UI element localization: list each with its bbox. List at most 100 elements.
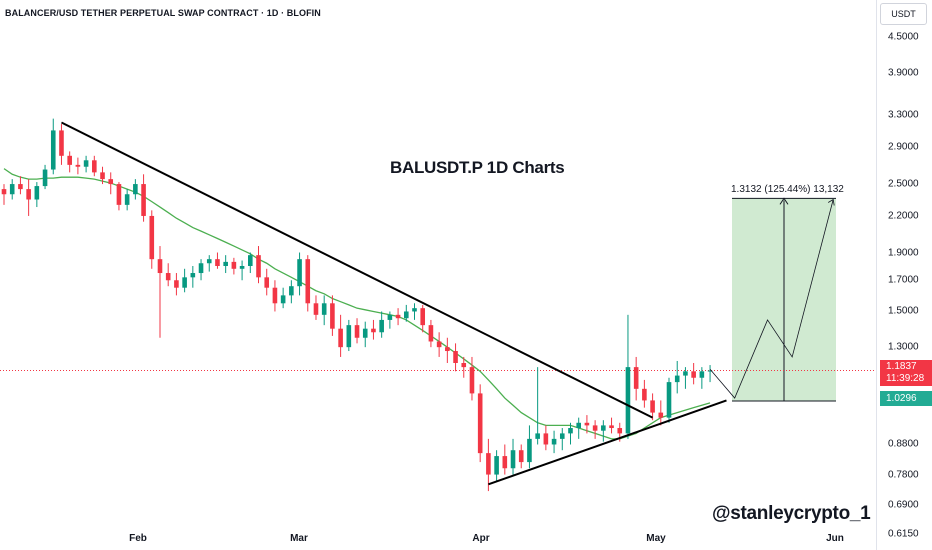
price-tick-label: 0.8800 (888, 438, 919, 450)
candle-body (362, 328, 368, 338)
watermark-text: @stanleycrypto_1 (712, 503, 871, 524)
candle-body (412, 308, 417, 312)
time-tick-label: Mar (290, 533, 308, 544)
candle-body (280, 295, 286, 304)
last-price-value: 1.1837 (886, 361, 917, 372)
price-tick-label: 0.6900 (888, 499, 919, 511)
candle-body (601, 425, 606, 431)
candle-body (387, 314, 393, 320)
candle-body (576, 422, 581, 429)
candle-body (625, 367, 631, 434)
candle-body (691, 371, 696, 378)
time-tick-label: May (646, 533, 666, 544)
candle-body (650, 400, 655, 413)
candle-body (559, 433, 565, 439)
candle-body (584, 422, 590, 426)
candle-body (609, 425, 614, 429)
candle-body (305, 259, 311, 304)
candle-body (551, 438, 557, 445)
candle-body (297, 259, 302, 287)
candle-body (1, 189, 7, 195)
price-tick-label: 1.7000 (888, 274, 919, 286)
price-tick-label: 1.9000 (888, 247, 919, 258)
candle-body (9, 184, 15, 195)
candle-body (174, 280, 179, 288)
candle-body (658, 412, 664, 418)
price-tick-label: 4.5000 (888, 31, 919, 43)
candle-body (75, 164, 81, 167)
candle-body (707, 370, 713, 372)
candle-body (592, 425, 598, 431)
candle-body (527, 438, 532, 463)
price-tick-label: 2.2000 (888, 210, 919, 222)
candle-body (92, 160, 97, 173)
price-tick-label: 1.3000 (888, 341, 919, 353)
candle-body (42, 169, 48, 187)
descending-trendline (61, 121, 654, 419)
candle-body (477, 393, 483, 454)
candle-body (190, 273, 196, 278)
candle-body (165, 273, 171, 281)
currency-button[interactable]: USDT (880, 3, 927, 25)
watermark: @stanleycrypto_1 (712, 503, 871, 525)
candle-body (289, 286, 294, 296)
candle-body (206, 259, 212, 264)
candle-body (272, 287, 278, 304)
price-tick-label: 0.7800 (888, 469, 919, 481)
candle-body (321, 303, 327, 315)
candle-body (642, 388, 647, 401)
candle-body (469, 367, 475, 394)
candle-body (403, 311, 409, 319)
candle-body (133, 184, 138, 195)
candle-body (100, 172, 105, 180)
support-price-tag: 1.0296 (880, 391, 932, 406)
candle-body (231, 261, 237, 269)
time-tick-label: Apr (472, 533, 490, 544)
candle-body (568, 428, 573, 434)
projection-arrow-head (828, 198, 835, 206)
candle-body (338, 328, 343, 348)
candle-body (617, 428, 623, 434)
candle-body (223, 261, 228, 266)
candle-body (486, 453, 491, 475)
candle-body (535, 433, 540, 439)
projection-path (709, 199, 834, 399)
price-tick-label: 1.5000 (888, 305, 919, 317)
candle-body (420, 308, 426, 326)
candle-body (674, 375, 680, 383)
candle-body (256, 255, 261, 278)
chart-annotation: BALUSDT.P 1D Charts (390, 158, 565, 177)
last-price-tag: 1.1837 11:39:28 (880, 360, 932, 386)
price-axis[interactable] (876, 0, 932, 550)
candle-body (67, 155, 72, 165)
candle-body (518, 450, 524, 463)
time-tick-label: Jun (826, 533, 844, 544)
candle-body (445, 347, 450, 352)
chart-title: BALANCER/USD TETHER PERPETUAL SWAP CONTR… (5, 8, 321, 18)
candle-body (453, 351, 458, 364)
candle-body (633, 367, 639, 389)
candle-body (215, 259, 220, 266)
candle-body (26, 189, 31, 200)
candle-body (264, 277, 270, 288)
candle-body (666, 382, 672, 418)
candle-body (379, 319, 384, 333)
candle-body (198, 263, 204, 274)
candle-body (354, 325, 360, 338)
candle-body (141, 184, 146, 216)
support-price-value: 1.0296 (886, 393, 917, 404)
candle-body (149, 215, 155, 260)
candle-body (494, 456, 499, 475)
candle-body (330, 303, 335, 329)
candle-body (502, 456, 508, 469)
candle-body (157, 259, 163, 274)
candle-body (428, 325, 434, 342)
candle-body (313, 303, 319, 315)
price-tick-label: 2.9000 (888, 141, 919, 153)
candle-body (18, 184, 23, 190)
candle-body (83, 160, 89, 167)
price-tick-label: 0.6150 (888, 528, 919, 540)
candle-body (683, 371, 688, 376)
